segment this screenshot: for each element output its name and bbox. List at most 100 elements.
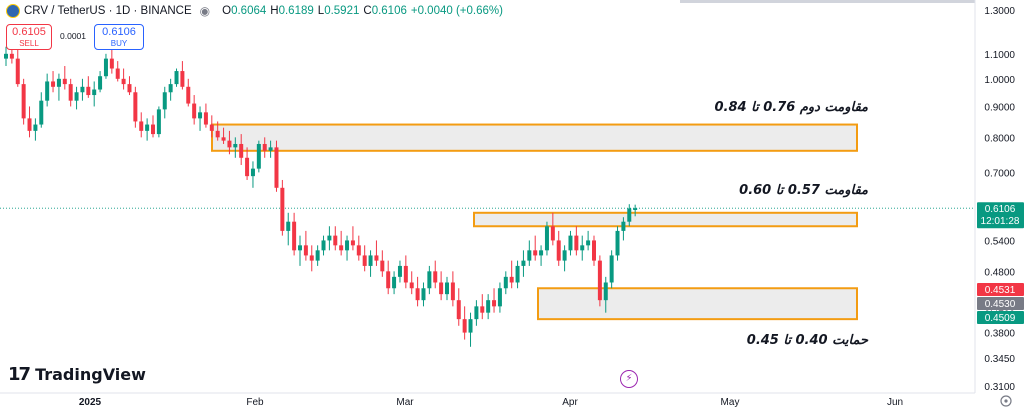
candle-body bbox=[521, 260, 526, 266]
candle-body bbox=[544, 226, 549, 251]
candle-body bbox=[80, 86, 85, 93]
price-tag-value: 0.4531 bbox=[985, 285, 1016, 296]
candle-body bbox=[86, 86, 91, 96]
candle-body bbox=[445, 282, 449, 295]
candle-body bbox=[292, 221, 297, 251]
candle-body bbox=[250, 168, 255, 177]
y-tick-label: 0.5400 bbox=[984, 236, 1015, 247]
candle-body bbox=[486, 300, 491, 313]
eye-icon[interactable]: ◉ bbox=[199, 4, 211, 18]
candle-body bbox=[550, 226, 555, 241]
buy-price: 0.6106 bbox=[102, 26, 136, 38]
candle-body bbox=[574, 235, 579, 251]
candle-body bbox=[321, 240, 326, 251]
candle-body bbox=[215, 130, 220, 138]
open-label: O bbox=[222, 5, 232, 17]
candle-body bbox=[298, 245, 302, 251]
candle-body bbox=[562, 250, 567, 261]
candle-body bbox=[356, 245, 361, 256]
candle-body bbox=[592, 240, 596, 261]
candle-body bbox=[492, 300, 497, 307]
price-tag-value: 0.4530 bbox=[985, 299, 1016, 310]
candle-body bbox=[386, 271, 391, 289]
candle-body bbox=[533, 250, 538, 256]
candle-body bbox=[368, 255, 373, 266]
candle-body bbox=[568, 235, 573, 251]
buy-button[interactable]: 0.6106 BUY bbox=[94, 24, 144, 50]
y-tick-label: 1.1000 bbox=[984, 50, 1015, 61]
candle-body bbox=[556, 240, 561, 261]
zone-annotations: مقاومت دوم 0.76 تا 0.84 مقاومت 0.57 تا 0.… bbox=[715, 100, 869, 348]
candle-body bbox=[233, 143, 238, 148]
symbol-title[interactable]: CRV / TetherUS · 1D · BINANCE bbox=[24, 5, 192, 17]
y-tick-label: 0.3450 bbox=[984, 354, 1015, 365]
candle-body bbox=[115, 68, 120, 79]
candle-body bbox=[409, 282, 414, 289]
candle-body bbox=[186, 86, 191, 104]
candle-body bbox=[45, 81, 50, 101]
candle-body bbox=[345, 240, 350, 251]
price-tag bbox=[977, 202, 1024, 229]
time-axis[interactable]: 2025 Feb Mar Apr May Jun bbox=[79, 397, 903, 408]
lightning-icon[interactable]: ⚡ bbox=[620, 370, 638, 388]
open-value: 0.6064 bbox=[231, 5, 267, 17]
spread-value: 0.0001 bbox=[60, 31, 86, 41]
candle-body bbox=[51, 81, 56, 87]
candle-body bbox=[109, 58, 114, 69]
candle-body bbox=[362, 255, 367, 266]
candle-body bbox=[103, 58, 108, 77]
settings-gear-icon[interactable] bbox=[1000, 395, 1012, 407]
candle-body bbox=[62, 78, 67, 85]
candle-body bbox=[621, 221, 626, 231]
candle-body bbox=[586, 240, 591, 246]
high-label: H bbox=[270, 5, 279, 17]
x-tick-label: Jun bbox=[887, 397, 903, 408]
candle-body bbox=[603, 282, 608, 301]
candle-body bbox=[462, 319, 467, 333]
high-value: 0.6189 bbox=[278, 5, 314, 17]
candle-body bbox=[21, 84, 26, 119]
candle-body bbox=[268, 147, 273, 151]
tradingview-logo-text: TradingView bbox=[35, 365, 146, 384]
low-label: L bbox=[317, 5, 325, 17]
candle-body bbox=[439, 282, 444, 295]
candle-body bbox=[280, 187, 285, 231]
candles-layer bbox=[4, 44, 638, 347]
y-tick-label: 0.3100 bbox=[984, 382, 1015, 393]
candle-body bbox=[303, 245, 308, 256]
candle-body bbox=[56, 78, 61, 87]
candle-body bbox=[350, 240, 355, 246]
candle-body bbox=[209, 124, 214, 131]
candle-body bbox=[239, 143, 244, 158]
candle-body bbox=[468, 319, 473, 333]
candle-body bbox=[403, 265, 408, 283]
zone-box bbox=[211, 123, 858, 152]
close-value: 0.6106 bbox=[371, 5, 407, 17]
price-tag-value: 0.6106 bbox=[985, 204, 1016, 215]
candle-body bbox=[68, 84, 73, 101]
candle-body bbox=[333, 235, 338, 246]
candle-body bbox=[609, 255, 614, 283]
candle-body bbox=[256, 143, 261, 169]
buy-label: BUY bbox=[110, 39, 128, 48]
candle-body bbox=[627, 208, 632, 222]
candle-body bbox=[421, 288, 426, 301]
tradingview-logo[interactable]: 17 TradingView bbox=[8, 364, 146, 385]
change-value: +0.0040 (+0.66%) bbox=[410, 5, 503, 17]
zone-annotation: حمایت 0.40 تا 0.45 bbox=[747, 333, 869, 348]
y-tick-label: 1.0000 bbox=[984, 75, 1015, 86]
sell-button[interactable]: 0.6105 SELL bbox=[6, 24, 52, 50]
candle-body bbox=[450, 282, 455, 301]
candle-body bbox=[415, 288, 420, 301]
zone-annotation: مقاومت 0.57 تا 0.60 bbox=[739, 183, 868, 198]
sell-price: 0.6105 bbox=[12, 26, 46, 38]
price-axis[interactable]: 1.30001.10001.00000.90000.80000.70000.60… bbox=[984, 6, 1015, 393]
candle-body bbox=[121, 78, 126, 85]
candle-body bbox=[427, 271, 432, 289]
candle-body bbox=[374, 255, 379, 261]
candle-body bbox=[580, 245, 585, 251]
candle-body bbox=[309, 255, 314, 261]
x-tick-label: May bbox=[721, 397, 740, 408]
